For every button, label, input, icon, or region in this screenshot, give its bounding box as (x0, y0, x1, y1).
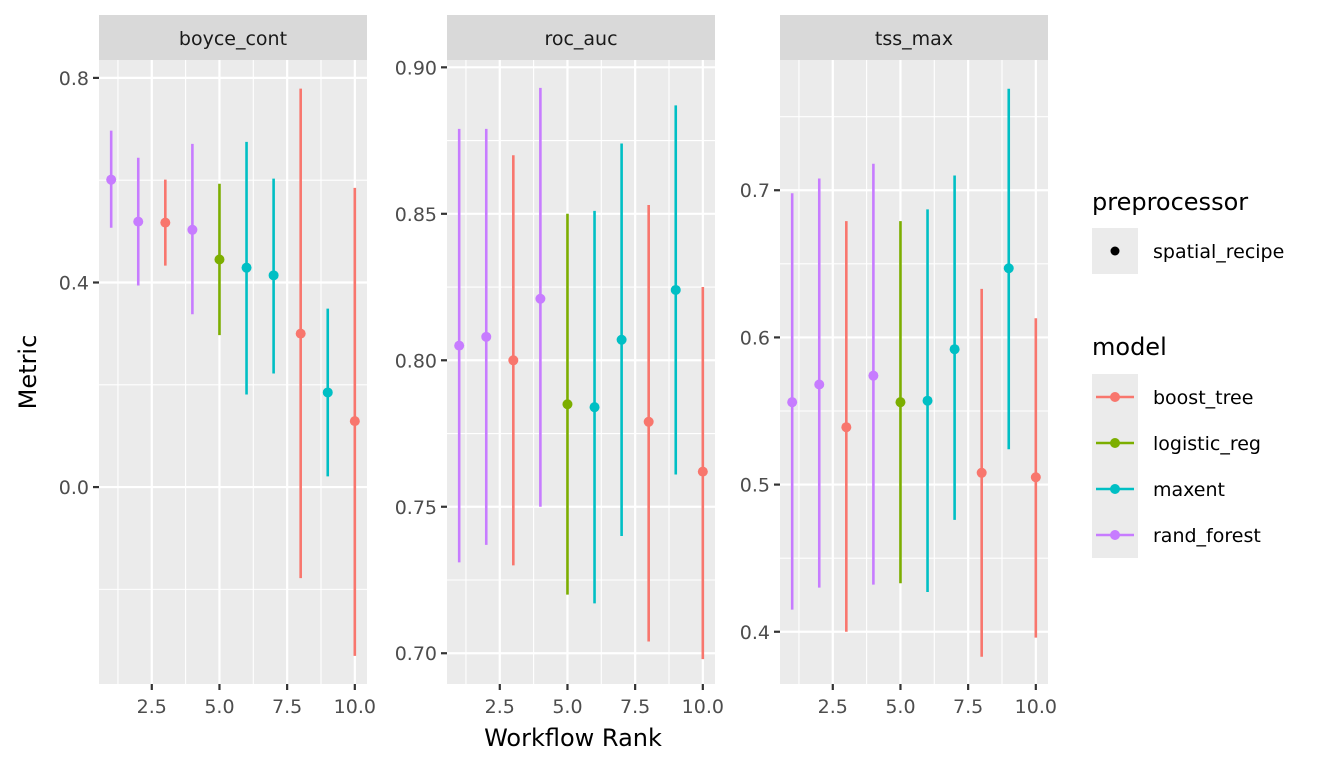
legend-key-point-icon (1110, 438, 1120, 448)
data-point-rand_forest (106, 174, 117, 185)
x-tick-label: 10.0 (334, 696, 376, 718)
y-tick-label: 0.70 (395, 643, 437, 665)
data-point-rand_forest (133, 216, 144, 227)
facet-strip-label: roc_auc (544, 28, 617, 50)
facet-strip-label: boyce_cont (179, 28, 287, 50)
y-tick-label: 0.4 (59, 272, 89, 294)
y-axis-title: Metric (14, 335, 42, 410)
x-tick-label: 2.5 (137, 696, 167, 718)
data-point-boost_tree (841, 422, 852, 433)
data-point-rand_forest (868, 370, 879, 381)
panel-background (780, 60, 1048, 684)
x-tick-label: 5.0 (552, 696, 582, 718)
y-tick-label: 0.75 (395, 497, 437, 519)
data-point-boost_tree (697, 466, 708, 477)
data-point-rand_forest (535, 293, 546, 304)
x-tick-label: 5.0 (885, 696, 915, 718)
legend-label: maxent (1153, 479, 1225, 501)
data-point-logistic_reg (895, 397, 906, 408)
data-point-maxent (241, 262, 252, 273)
data-point-rand_forest (187, 224, 198, 235)
legend-label: rand_forest (1153, 525, 1261, 547)
panel-background (99, 60, 367, 684)
data-point-maxent (268, 270, 279, 281)
legend-label: boost_tree (1153, 387, 1253, 409)
data-point-boost_tree (160, 217, 171, 228)
y-tick-label: 0.4 (740, 622, 770, 644)
data-point-boost_tree (508, 355, 519, 366)
x-tick-label: 7.5 (620, 696, 650, 718)
data-point-boost_tree (349, 416, 360, 427)
x-tick-label: 7.5 (953, 696, 983, 718)
data-point-maxent (589, 402, 600, 413)
panel-roc_auc: roc_auc 0.70 0.75 0.80 0.85 0.90 2.5 5.0 7.5 10.0 (395, 15, 724, 718)
legend-title: preprocessor (1092, 188, 1248, 216)
data-point-logistic_reg (214, 254, 225, 265)
data-point-boost_tree (643, 416, 654, 427)
legend-label: spatial_recipe (1153, 241, 1284, 263)
legend-key-point-icon (1110, 530, 1120, 540)
data-point-boost_tree (295, 328, 306, 339)
legend-key-point-icon (1110, 246, 1120, 256)
x-tick-label: 2.5 (818, 696, 848, 718)
data-point-logistic_reg (562, 399, 573, 410)
facet-strip (99, 15, 367, 60)
y-tick-label: 0.8 (59, 68, 89, 90)
facet-strip (447, 15, 715, 60)
panel-tss_max: tss_max 0.4 0.5 0.6 0.7 2.5 5.0 7.5 10.0 (740, 15, 1057, 718)
x-axis-title: Workflow Rank (484, 724, 662, 752)
y-tick-label: 0.7 (740, 180, 770, 202)
legend-label: logistic_reg (1153, 433, 1261, 455)
facet-strip-label: tss_max (875, 28, 953, 50)
x-tick-label: 2.5 (485, 696, 515, 718)
data-point-maxent (922, 395, 933, 406)
data-point-rand_forest (814, 379, 825, 390)
facet-panels: boyce_cont 0.0 0.4 0.8 2.5 5.0 7.5 10.0 roc_auc 0… (59, 15, 1057, 718)
legend-key-point-icon (1110, 392, 1120, 402)
legend-title: model (1092, 333, 1167, 361)
data-point-maxent (322, 387, 333, 398)
data-point-rand_forest (787, 397, 798, 408)
x-tick-label: 10.0 (1015, 696, 1057, 718)
legend-preprocessor: preprocessor spatial_recipe (1092, 188, 1284, 274)
y-tick-label: 0.6 (740, 327, 770, 349)
x-tick-label: 5.0 (204, 696, 234, 718)
data-point-maxent (1003, 263, 1014, 274)
y-tick-label: 0.0 (59, 477, 89, 499)
data-point-boost_tree (976, 467, 987, 478)
facet-strip (780, 15, 1048, 60)
panel-boyce_cont: boyce_cont 0.0 0.4 0.8 2.5 5.0 7.5 10.0 (59, 15, 376, 718)
data-point-maxent (670, 284, 681, 295)
data-point-boost_tree (1030, 472, 1041, 483)
data-point-maxent (949, 344, 960, 355)
y-tick-label: 0.5 (740, 475, 770, 497)
legend-key-background (1092, 374, 1138, 558)
x-tick-label: 7.5 (272, 696, 302, 718)
y-tick-label: 0.90 (395, 57, 437, 79)
data-point-maxent (616, 334, 627, 345)
y-tick-label: 0.80 (395, 350, 437, 372)
x-tick-label: 10.0 (682, 696, 724, 718)
data-point-rand_forest (454, 340, 465, 351)
y-tick-label: 0.85 (395, 204, 437, 226)
legend-key-point-icon (1110, 484, 1120, 494)
data-point-rand_forest (481, 331, 492, 342)
